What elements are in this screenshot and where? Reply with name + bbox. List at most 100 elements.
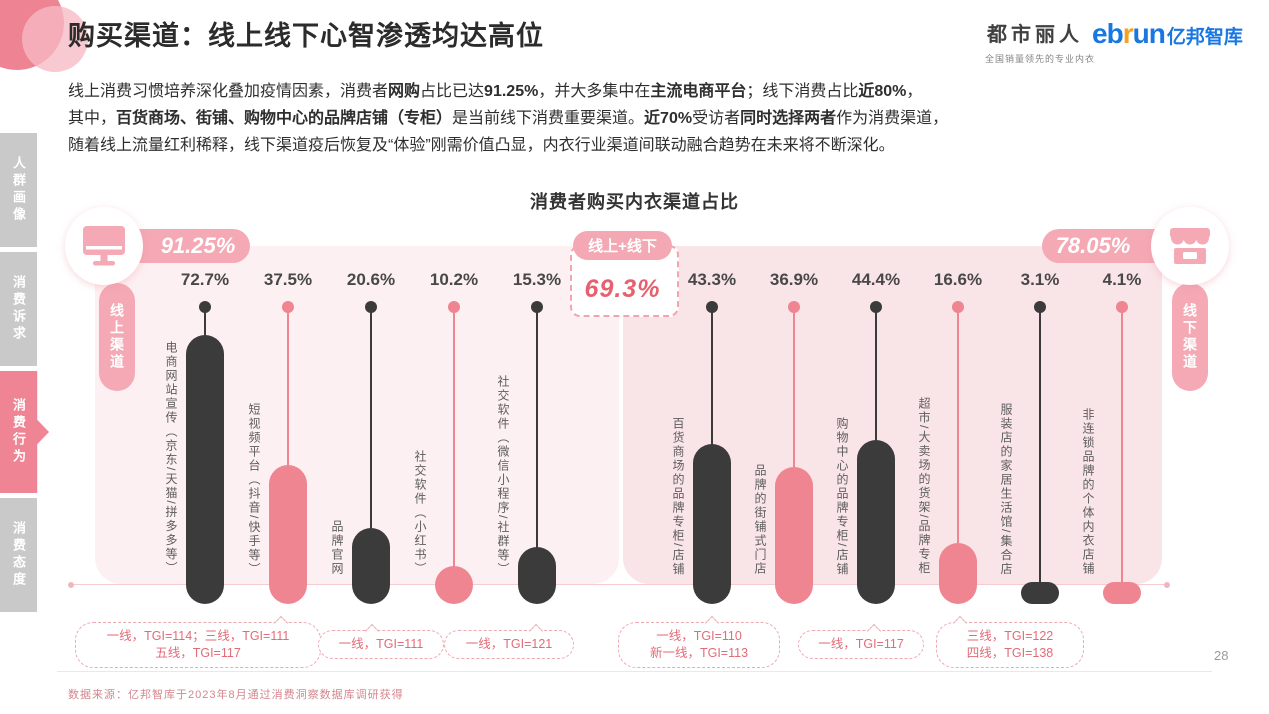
tgi-callout: 一线，TGI=117	[798, 623, 924, 659]
bar-category-label: 品牌的街铺式门店	[753, 464, 767, 576]
dushilinren-logo-tagline: 全国销量领先的专业内衣	[985, 54, 1096, 64]
sidebar-item-label: 消费行为	[11, 398, 26, 466]
bar-category-label: 百货商场的品牌专柜/店铺	[671, 416, 685, 576]
intro-text: 其中，	[68, 110, 117, 127]
page-title: 购买渠道：线上线下心智渗透均达高位	[68, 21, 544, 51]
lollipop-stem	[1039, 307, 1041, 588]
tgi-callout: 三线，TGI=122 四线，TGI=138	[936, 615, 1084, 668]
bar-capsule	[1021, 582, 1059, 604]
ebrun-logo-r: r	[1122, 18, 1134, 49]
chart-value-label: 16.6%	[933, 270, 983, 289]
sidebar-item-xiaofeitaidu[interactable]: 消费态度	[0, 498, 37, 612]
chart-value-label: 72.7%	[180, 270, 230, 289]
offline-total-value: 78.05%	[1055, 233, 1131, 258]
lollipop-stem	[370, 307, 372, 534]
chart-value-label: 43.3%	[687, 270, 737, 289]
intro-text: ，并大多集中在	[538, 83, 651, 100]
lollipop-stem	[1121, 307, 1123, 588]
chart-value-label: 36.9%	[769, 270, 819, 289]
intro-text: 同时选择两者	[740, 110, 837, 127]
data-source-note: 数据来源：亿邦智库于2023年8月通过消费洞察数据库调研获得	[68, 689, 404, 701]
callout-line: 五线，TGI=117	[155, 646, 241, 660]
intro-line: 其中，百货商场、街铺、购物中心的品牌店铺（专柜）是当前线下消费重要渠道。近70%…	[68, 105, 1220, 132]
chart-baseline	[70, 584, 1168, 585]
online-channel-pill: 线上渠道	[99, 283, 135, 391]
chart-value-label: 15.3%	[512, 270, 562, 289]
chart-value-label: 20.6%	[346, 270, 396, 289]
sidebar-item-xiaofeisuqiu[interactable]: 消费诉求	[0, 252, 37, 366]
page-number: 28	[1214, 648, 1229, 663]
offline-icon-circle	[1151, 207, 1229, 285]
tgi-callout: 一线，TGI=111	[318, 623, 444, 659]
combined-value: 69.3%	[584, 275, 661, 303]
storefront-icon	[1170, 228, 1210, 264]
ebrun-logo: ebrun 亿邦智库	[1092, 18, 1243, 50]
sidebar-item-label: 消费态度	[11, 521, 26, 589]
lollipop-stem	[957, 307, 959, 549]
callout-line: 新一线，TGI=113	[649, 646, 749, 660]
bar-capsule	[518, 547, 556, 604]
online-total-value: 91.25%	[160, 233, 236, 258]
intro-text: 作为消费渠道，	[836, 110, 949, 127]
intro-text: 是当前线下消费重要渠道。	[452, 110, 645, 127]
online-channel-label: 线上渠道	[109, 303, 125, 371]
lollipop-stem	[453, 307, 455, 573]
online-icon-circle	[65, 207, 143, 285]
lollipop-stem	[711, 307, 713, 450]
footer-divider	[57, 671, 1212, 672]
bar-category-label: 社交软件（小红书）	[413, 450, 427, 576]
tgi-callout: 一线，TGI=121	[444, 623, 574, 659]
callout-line: 一线，TGI=110	[656, 629, 742, 643]
callout-line: 一线，TGI=121	[465, 637, 553, 651]
intro-paragraph: 线上消费习惯培养深化叠加疫情因素，消费者网购占比已达91.25%，并大多集中在主…	[68, 78, 1220, 159]
baseline-left-dot	[68, 582, 74, 588]
bar-capsule	[352, 527, 390, 604]
baseline-right-dot	[1164, 582, 1170, 588]
intro-text: ，	[906, 83, 923, 100]
chart-value-label: 3.1%	[1020, 270, 1060, 289]
chart-title: 消费者购买内衣渠道占比	[530, 192, 739, 212]
bar-capsule	[269, 465, 307, 604]
intro-text: 线上消费习惯培养深化叠加疫情因素，消费者	[68, 83, 389, 100]
offline-channel-pill: 线下渠道	[1172, 283, 1208, 391]
ebrun-logo-un: un	[1132, 18, 1166, 49]
bar-capsule	[1103, 582, 1141, 604]
intro-text: 随着线上流量红利稀释，线下渠道疫后恢复及“体验”刚需价值凸显，内衣行业渠道间联动…	[68, 137, 895, 154]
corner-blob-light	[22, 6, 88, 72]
combined-label-pill: 线上+线下	[573, 231, 672, 260]
dushilinren-logo-name: 都市丽人	[987, 24, 1083, 46]
intro-text: 受访者	[692, 110, 741, 127]
sidebar-item-xiaofeixingwei[interactable]: 消费行为	[0, 371, 49, 493]
bar-capsule	[186, 335, 224, 604]
bar-capsule	[939, 542, 977, 604]
intro-text: 占比已达	[420, 83, 485, 100]
bar-category-label: 非连锁品牌的个体内衣店铺	[1081, 408, 1095, 576]
intro-line: 随着线上流量红利稀释，线下渠道疫后恢复及“体验”刚需价值凸显，内衣行业渠道间联动…	[68, 132, 1220, 159]
intro-text: 近70%	[644, 110, 693, 127]
bar-capsule	[857, 439, 895, 604]
intro-text: 网购	[388, 83, 421, 100]
tgi-callout: 一线，TGI=110 新一线，TGI=113	[618, 615, 780, 668]
offline-channel-label: 线下渠道	[1182, 303, 1198, 371]
sidebar-item-renqunhuaxiang[interactable]: 人群画像	[0, 133, 37, 247]
ebrun-logo-suffix: 亿邦智库	[1166, 27, 1243, 48]
intro-text: 91.25%	[484, 83, 539, 100]
chart-value-label: 10.2%	[429, 270, 479, 289]
bar-capsule	[775, 467, 813, 604]
lollipop-stem	[875, 307, 877, 446]
callout-line: 三线，TGI=122	[966, 629, 1054, 643]
intro-text: ；线下消费占比	[746, 83, 859, 100]
bar-category-label: 购物中心的品牌专柜/店铺	[835, 416, 849, 576]
lollipop-stem	[287, 307, 289, 472]
intro-text: 近80%	[858, 83, 907, 100]
dushilinren-logo: 都市丽人 全国销量领先的专业内衣	[985, 18, 1096, 65]
bar-category-label: 短视频平台（抖音/快手等）	[247, 402, 261, 576]
lollipop-stem	[793, 307, 795, 474]
intro-text: 主流电商平台	[650, 83, 747, 100]
intro-text: 百货商场、街铺、购物中心的品牌店铺（专柜）	[116, 110, 453, 127]
monitor-icon	[83, 226, 125, 266]
bar-category-label: 超市/大卖场的货架/品牌专柜	[917, 397, 931, 576]
intro-line: 线上消费习惯培养深化叠加疫情因素，消费者网购占比已达91.25%，并大多集中在主…	[68, 78, 1220, 105]
callout-line: 一线，TGI=111	[338, 637, 424, 651]
